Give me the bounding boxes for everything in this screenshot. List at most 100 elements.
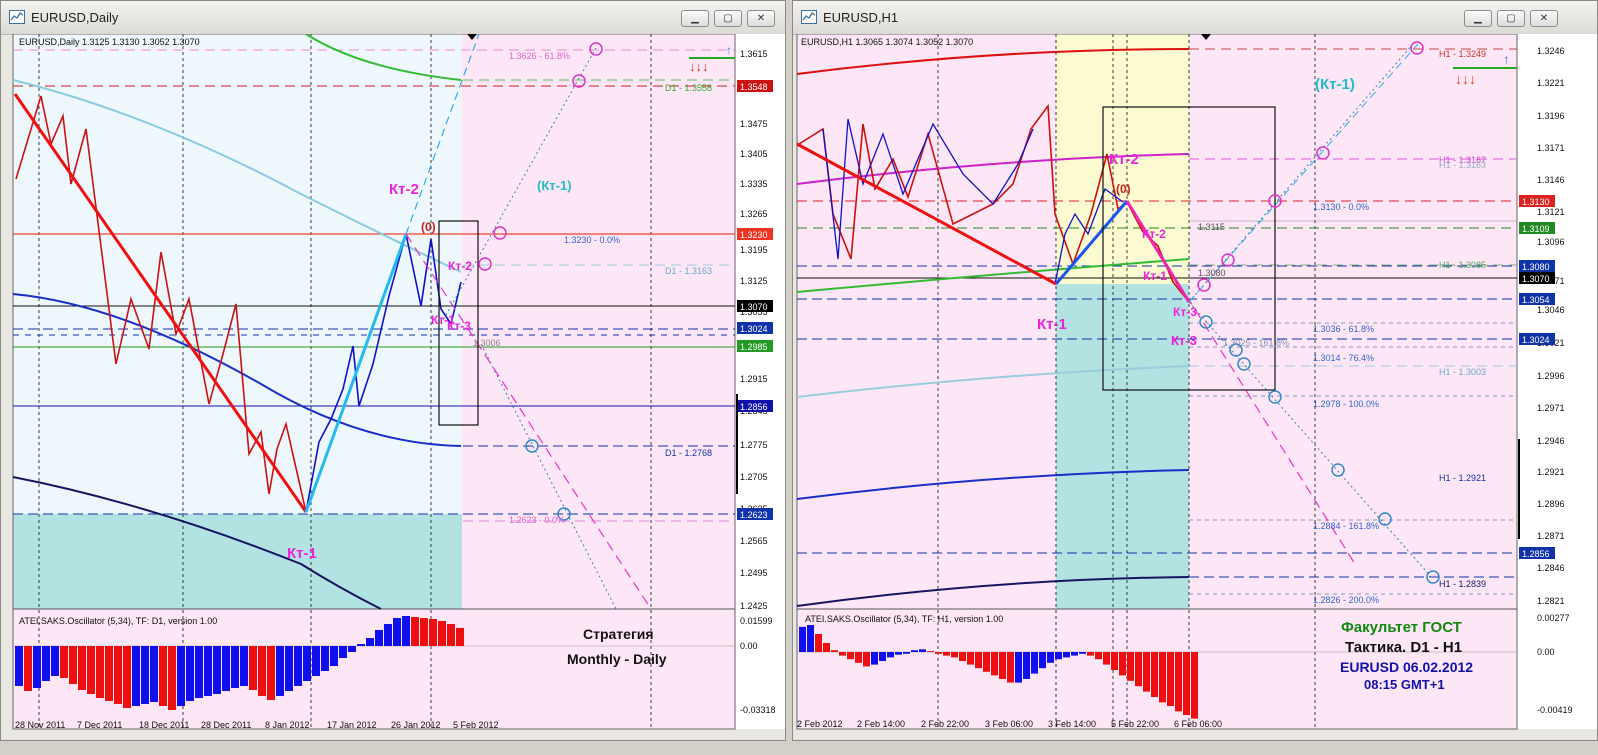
kt3-small-label: Кт-3 — [447, 319, 471, 333]
osc-bar — [447, 624, 455, 646]
selection-box — [438, 220, 479, 426]
fib-label: 1.2623 - 0.0% — [509, 515, 565, 525]
title-bar[interactable]: EURUSD,H1 ▁ ▢ ✕ — [793, 1, 1597, 35]
osc-bar — [420, 618, 428, 646]
h1-chart-area[interactable]: ↓↓↓ ↑ EURUSD,H1 1.3065 1.3074 1.3052 1.3… — [793, 34, 1598, 741]
h1-label: H1 - 1.3163 — [1439, 160, 1486, 170]
shift-marker-icon — [1201, 34, 1211, 40]
svg-text:1.3171: 1.3171 — [1537, 143, 1565, 153]
vertical-grid — [937, 34, 1316, 729]
osc-bar — [33, 646, 41, 688]
osc-bar — [1143, 652, 1150, 692]
osc-bar — [96, 646, 104, 698]
svg-text:1.3475: 1.3475 — [740, 119, 768, 129]
osc-bar — [839, 652, 846, 656]
svg-text:7 Dec 2011: 7 Dec 2011 — [77, 720, 122, 730]
svg-text:1.2705: 1.2705 — [740, 472, 768, 482]
fib-label: 1.3014 - 76.4% — [1313, 353, 1374, 363]
osc-bar — [222, 646, 230, 691]
kt3-label: Кт-3 — [1171, 333, 1197, 348]
osc-bar — [78, 646, 86, 690]
target-circles — [1197, 41, 1440, 584]
osc-header: ATEI.SAKS.Oscillator (5,34), TF: D1, ver… — [19, 616, 217, 626]
svg-text:1.3096: 1.3096 — [1537, 237, 1565, 247]
osc-bar — [60, 646, 68, 678]
price-tag: 1.3070 — [1519, 272, 1555, 284]
osc-header: ATEI.SAKS.Oscillator (5,34), TF: H1, ver… — [805, 614, 1003, 624]
osc-bar — [339, 646, 347, 658]
osc-bar — [87, 646, 95, 694]
osc-bar — [186, 646, 194, 701]
down-arrows-icon: ↓↓↓ — [1455, 71, 1476, 87]
svg-text:1.3405: 1.3405 — [740, 149, 768, 159]
osc-bar — [1159, 652, 1166, 703]
fib-label: 1.2978 - 100.0% — [1313, 399, 1379, 409]
svg-text:2 Feb 22:00: 2 Feb 22:00 — [921, 719, 969, 729]
maximize-icon: ▢ — [723, 13, 733, 24]
ma-light-blue — [12, 79, 462, 273]
osc-bar — [213, 646, 221, 694]
osc-bar — [1007, 652, 1014, 683]
daily-chart-window[interactable]: EURUSD,Daily ▁ ▢ ✕ — [0, 0, 786, 741]
window-title: EURUSD,Daily — [31, 10, 119, 25]
close-icon: ✕ — [756, 13, 766, 24]
teal-zone — [1056, 284, 1189, 609]
close-button[interactable]: ✕ — [1530, 10, 1558, 27]
price-zigzag-up — [1054, 187, 1124, 285]
value-label: 1.3006 — [473, 338, 501, 348]
osc-bar — [1167, 652, 1174, 706]
osc-bar — [366, 638, 374, 646]
osc-scale: 0.01599 0.00 -0.03318 — [740, 616, 776, 715]
price-tag: 1.2856 — [737, 400, 773, 412]
minimize-button[interactable]: ▁ — [681, 10, 709, 27]
minimize-button[interactable]: ▁ — [1464, 10, 1492, 27]
osc-bar — [1095, 652, 1102, 660]
svg-text:1.3265: 1.3265 — [740, 209, 768, 219]
title-bar[interactable]: EURUSD,Daily ▁ ▢ ✕ — [1, 1, 785, 35]
chart-window-icon — [9, 10, 25, 24]
osc-bar — [1023, 652, 1030, 679]
d1-label: D1 - 1.3163 — [665, 266, 712, 276]
osc-bar — [105, 646, 113, 701]
ma-blue — [796, 469, 1190, 500]
down-arrows-icon: ↓↓↓ — [689, 59, 709, 74]
close-button[interactable]: ✕ — [747, 10, 775, 27]
osc-bar — [42, 646, 50, 681]
osc-bar — [1127, 652, 1134, 681]
osc-bar — [240, 646, 248, 686]
price-zigzag-down — [15, 95, 307, 513]
info-symbol-date: EURUSD 06.02.2012 — [1340, 659, 1473, 675]
price-tag: 1.2856 — [1519, 547, 1555, 559]
h1-chart-window[interactable]: EURUSD,H1 ▁ ▢ ✕ — [792, 0, 1598, 741]
osc-bar — [456, 628, 464, 646]
fib-label: 1.3036 - 61.8% — [1313, 324, 1374, 334]
fib-label: 1.3230 - 0.0% — [564, 235, 620, 245]
osc-bar — [1151, 652, 1158, 697]
fib-label: 1.3025 - 161.8% — [1223, 338, 1289, 348]
osc-bar — [132, 646, 140, 706]
price-tag: 1.3080 — [1519, 260, 1555, 272]
d1-label: D1 - 1.2768 — [665, 448, 712, 458]
d1-label: D1 - 1.3558 — [665, 83, 712, 93]
price-tag: 1.3109 — [1519, 222, 1555, 234]
svg-text:1.2946: 1.2946 — [1537, 436, 1565, 446]
zero-label: (0) — [1116, 182, 1131, 196]
svg-text:2 Feb 14:00: 2 Feb 14:00 — [857, 719, 905, 729]
maximize-button[interactable]: ▢ — [1497, 10, 1525, 27]
price-tag: 1.3070 — [737, 300, 773, 312]
fib-label: 1.3130 - 0.0% — [1313, 202, 1369, 212]
up-arrow-icon: ↑ — [1503, 51, 1510, 67]
osc-bar — [847, 652, 854, 660]
osc-bar — [159, 646, 167, 706]
daily-chart-area[interactable]: ↓↓↓ ↑ EURUSD,Daily 1.3125 1.3130 1.3052 … — [1, 34, 786, 741]
maximize-button[interactable]: ▢ — [714, 10, 742, 27]
oscillator-histogram — [799, 625, 1198, 719]
svg-text:1.3221: 1.3221 — [1537, 78, 1565, 88]
osc-bar — [1111, 652, 1118, 670]
osc-bar — [375, 630, 383, 646]
price-tag: 1.3230 — [737, 228, 773, 240]
value-label: 1.3080 — [1198, 268, 1226, 278]
svg-text:1.3335: 1.3335 — [740, 179, 768, 189]
svg-text:1.3615: 1.3615 — [740, 49, 768, 59]
h1-label: H1 - 1.3085 — [1439, 260, 1486, 270]
